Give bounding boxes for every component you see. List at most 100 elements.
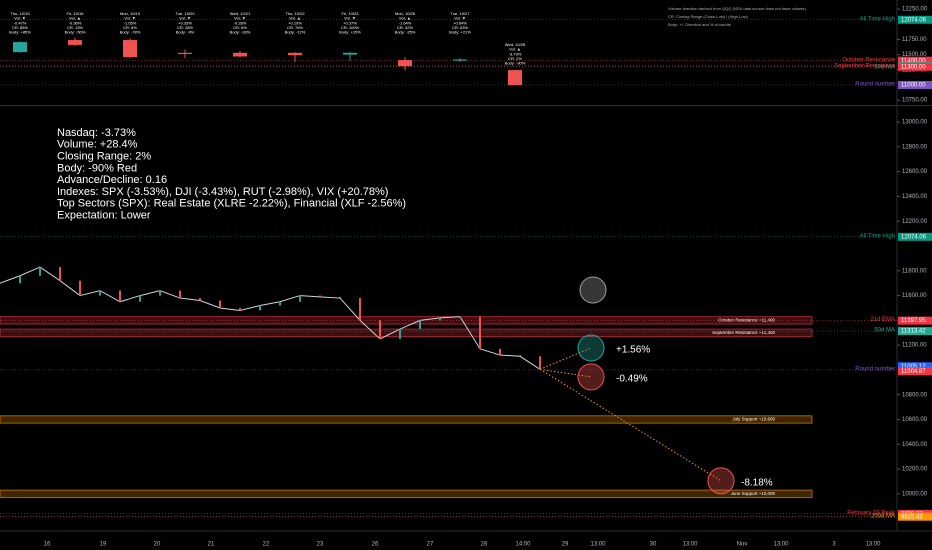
day-info: Wed, 10/21 [230, 11, 251, 16]
y-tick-label: 10600.00 [902, 417, 928, 423]
annotation-line: Volume: +28.4% [57, 139, 138, 151]
price-tag-label: 12074.06 [901, 234, 927, 240]
candle-body [123, 40, 137, 58]
price-bar [459, 316, 461, 318]
price-tag [898, 512, 932, 521]
day-info: Thu, 10/22 [285, 11, 305, 16]
zone-label: October Resistance ~11,400 [718, 318, 775, 323]
x-tick-label: 27 [427, 542, 434, 548]
annotation-line: Expectation: Lower [57, 210, 151, 222]
x-tick-label: 28 [481, 542, 488, 548]
x-tick-label: 13:00 [682, 542, 698, 548]
day-info: Wed, 10/28 [505, 42, 526, 47]
price-tag-label: 11000.00 [901, 83, 926, 89]
projection-circle [577, 334, 605, 362]
x-tick-label: 21 [208, 542, 215, 548]
price-tag-label: 11397.95 [901, 318, 926, 324]
x-tick-label: 22 [263, 542, 270, 548]
day-info: CR: 76% [287, 25, 303, 30]
y-tick-label: 11600.00 [902, 293, 927, 299]
note: Volume direction derived from QQQ (NDX d… [668, 6, 807, 11]
candle-body [343, 52, 357, 55]
annotation-line: Closing Range: 2% [57, 151, 151, 163]
level-name: Round number [855, 366, 895, 372]
day-info: -0.47% [14, 20, 27, 25]
level-name: 200d MA [871, 513, 895, 519]
day-info: Body: -12% [285, 29, 306, 34]
price-bar [159, 290, 161, 296]
candle-body [398, 60, 412, 67]
day-info: Vol: ▼ [344, 16, 356, 21]
day-info: Vol: ▲ [399, 16, 411, 21]
x-tick-label: 13:00 [865, 542, 881, 548]
day-info: +0.37% [343, 20, 357, 25]
note: CR: Closing Range (Close-Low) / (High-Lo… [668, 14, 748, 19]
day-info: Tue, 10/27 [451, 11, 471, 16]
day-info: +0.64% [453, 20, 467, 25]
candle-body [233, 52, 247, 57]
level-name: February 19 Peak [847, 510, 896, 516]
price-bar [299, 295, 301, 302]
x-tick-label: 3 [832, 542, 836, 548]
day-info: Mon, 10/19 [120, 11, 141, 16]
day-info: Mon, 10/26 [395, 11, 416, 16]
zone-label: September Resistance ~11,300 [712, 330, 775, 335]
price-bar [139, 295, 141, 302]
day-info: Vol: ▼ [179, 16, 191, 21]
zone-label: July Support ~10,600 [732, 417, 775, 422]
day-info: Body: -50% [65, 29, 86, 34]
day-info: +0.19% [288, 20, 302, 25]
y-tick-label: 11750.00 [902, 37, 927, 43]
day-info: Vol: ▼ [454, 16, 466, 21]
candle-body [13, 42, 27, 53]
x-tick-label: 13:00 [773, 542, 789, 548]
y-tick-label: 12400.00 [902, 194, 928, 200]
price-tag-label: 11300.00 [901, 64, 926, 70]
y-tick-label: 10800.00 [902, 392, 928, 398]
zone [0, 316, 813, 325]
projection-path [539, 347, 592, 370]
price-bar [219, 300, 221, 308]
day-info: Body: -33% [230, 29, 251, 34]
level-name: 50d MA [874, 328, 895, 334]
day-info: Body: -9% [176, 29, 195, 34]
price-tag-label: 11313.42 [901, 329, 926, 335]
day-info: Vol: ▲ [289, 16, 301, 21]
day-info: CR: 63% [452, 25, 468, 30]
price-bar [359, 298, 361, 321]
day-info: Vol: ▲ [69, 16, 81, 21]
price-tag-label: 11005.12 [901, 364, 926, 370]
price-bar [119, 290, 121, 302]
day-info: CR: 8% [123, 25, 137, 30]
x-tick-label: Nov [737, 542, 748, 548]
day-info: CR: 6% [233, 25, 247, 30]
price-tag-label: 9815.43 [901, 514, 923, 520]
price-tag [898, 316, 932, 325]
price-bar [499, 348, 501, 356]
candle-body [178, 52, 192, 55]
y-tick-label: 10400.00 [902, 442, 928, 448]
y-tick-label: 11500.00 [902, 52, 927, 58]
annotation-line: Body: -90% Red [57, 162, 137, 174]
price-tag [898, 232, 932, 241]
zone [0, 328, 813, 337]
x-tick-label: 19 [100, 542, 107, 548]
price-bar [399, 329, 401, 339]
day-info: Fri, 10/23 [342, 11, 360, 16]
y-tick-label: 10200.00 [902, 467, 928, 473]
level-name: All Time High [860, 16, 895, 22]
day-info: -0.36% [69, 20, 82, 25]
y-tick-label: 12200.00 [902, 219, 928, 225]
price-bar [59, 267, 61, 281]
x-tick-label: 29 [562, 542, 569, 548]
price-tag-label: 11400.00 [901, 58, 926, 64]
day-info: Body: -90% [505, 60, 526, 65]
day-info: Body: -78% [120, 29, 141, 34]
day-info: Vol: ▼ [124, 16, 136, 21]
price-tag-label: 11004.87 [901, 369, 926, 375]
price-bar [199, 298, 201, 301]
candle-body [68, 40, 82, 45]
day-info: +0.33% [178, 20, 192, 25]
price-bar [339, 296, 341, 299]
